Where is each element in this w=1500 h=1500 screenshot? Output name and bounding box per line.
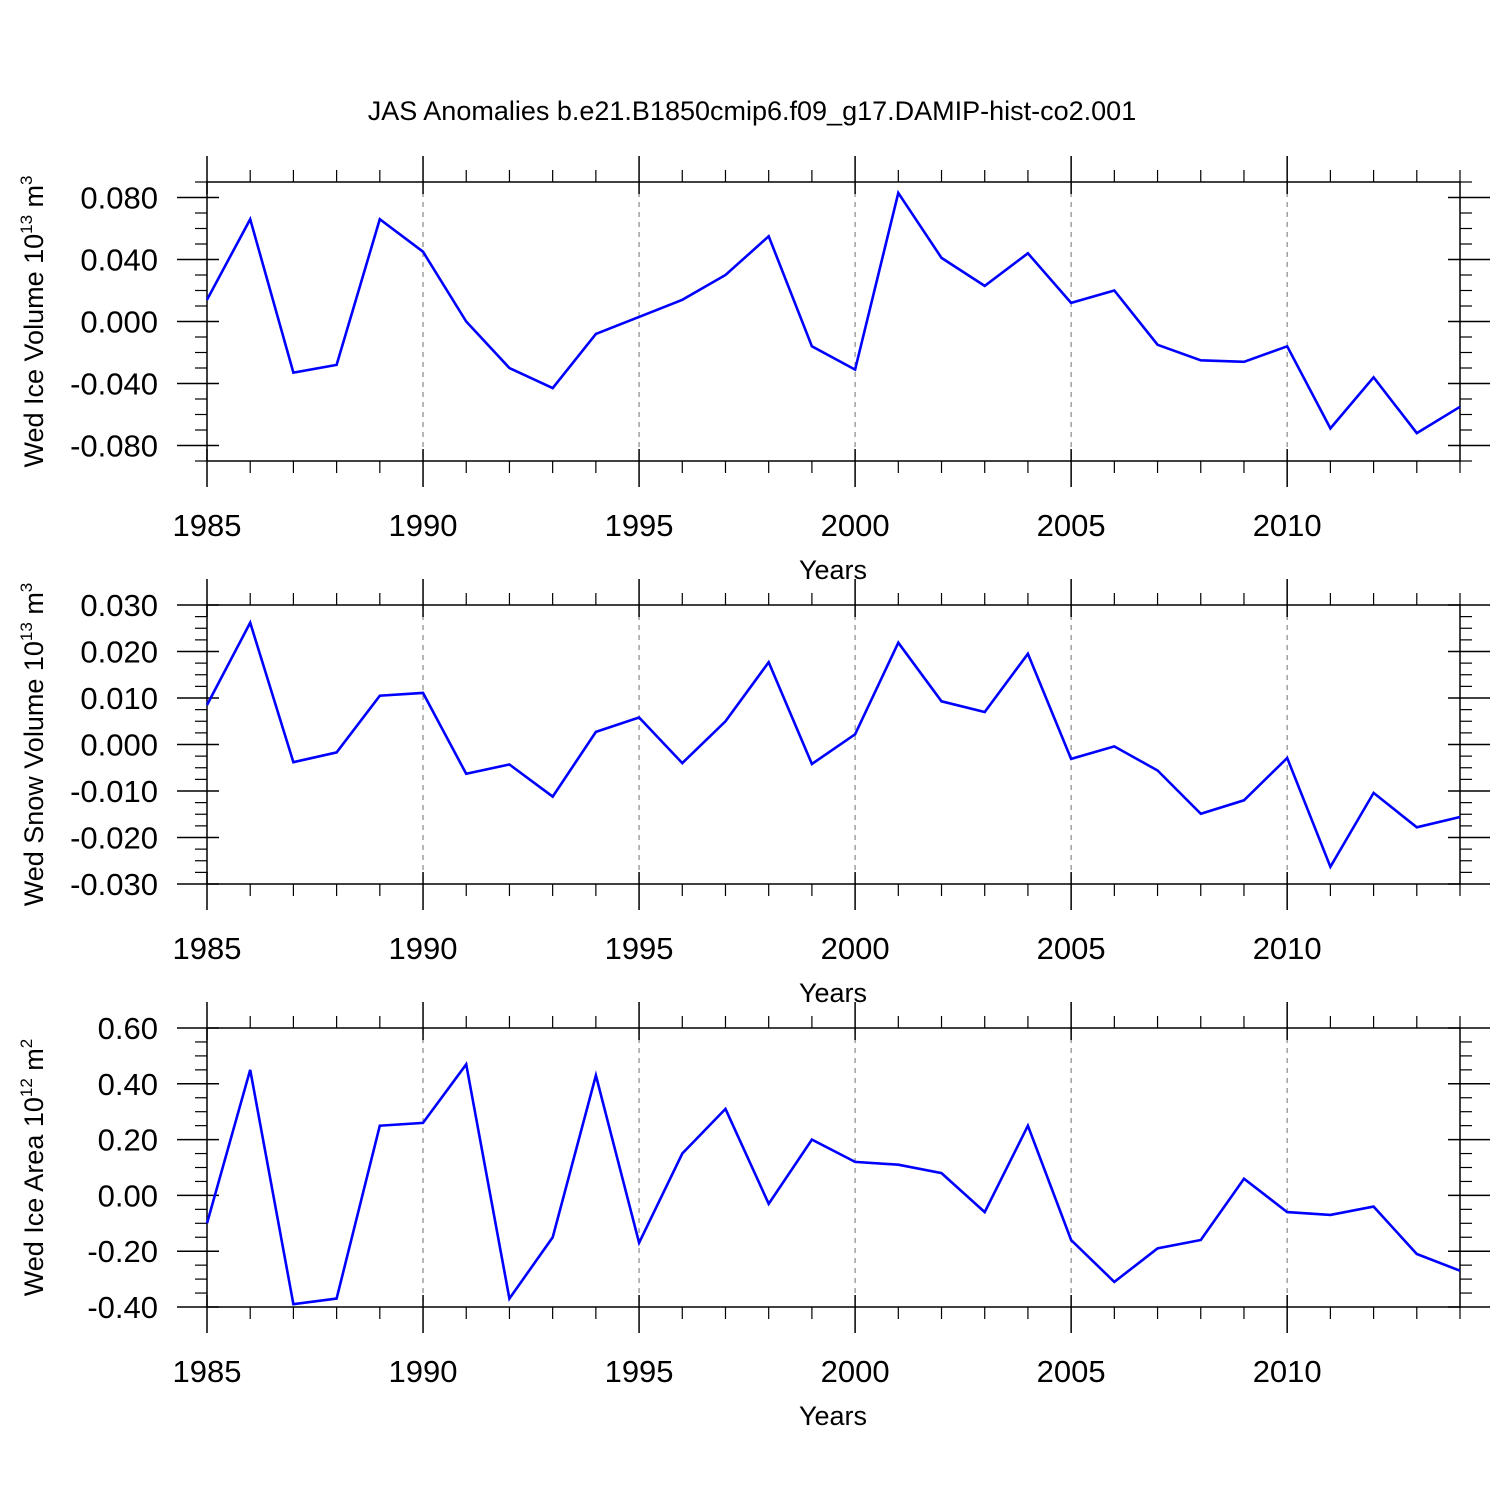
y-tick-label: -0.080 bbox=[70, 429, 158, 464]
y-tick-label: -0.20 bbox=[87, 1234, 158, 1269]
x-tick-label: 1995 bbox=[605, 508, 674, 543]
x-tick-label: 2000 bbox=[821, 931, 890, 966]
x-tick-label: 2005 bbox=[1037, 508, 1106, 543]
series-line bbox=[205, 1061, 1461, 1306]
y-axis-title-unit: m bbox=[19, 1048, 49, 1078]
y-axis-title: Wed Ice Volume 1013 m3 bbox=[17, 175, 49, 467]
y-axis-title: Wed Ice Area 1012 m2 bbox=[17, 1039, 49, 1297]
y-tick-label: -0.030 bbox=[70, 867, 158, 902]
x-tick-label: 1990 bbox=[389, 931, 458, 966]
y-axis-title-unit: m bbox=[19, 185, 49, 215]
x-tick-label: 2005 bbox=[1037, 931, 1106, 966]
y-tick-label: 0.080 bbox=[80, 181, 158, 216]
y-tick-label: 0.20 bbox=[98, 1123, 158, 1158]
x-tick-label: 1995 bbox=[605, 931, 674, 966]
y-axis-title-unit-exponent: 3 bbox=[17, 175, 36, 184]
y-tick-label: -0.40 bbox=[87, 1290, 158, 1325]
panel-1: 1985 1990 1995 2000 2005 2010 0.080 0.040 0.000 -… bbox=[17, 156, 1490, 585]
x-tick-label: 2010 bbox=[1253, 931, 1322, 966]
y-tick-label: 0.60 bbox=[98, 1011, 158, 1046]
plot-frame bbox=[206, 181, 1461, 462]
y-axis-title: Wed Snow Volume 1013 m3 bbox=[17, 583, 49, 907]
x-tick-label: 2010 bbox=[1253, 1354, 1322, 1389]
x-tick-label: 1985 bbox=[173, 931, 242, 966]
x-tick-label: 1990 bbox=[389, 1354, 458, 1389]
y-tick-label: 0.030 bbox=[80, 588, 158, 623]
panel-3: 1985 1990 1995 2000 2005 2010 0.60 0.40 0.20 0.00… bbox=[17, 1002, 1490, 1431]
x-axis-title: Years bbox=[799, 1401, 867, 1431]
x-tick-label: 1995 bbox=[605, 1354, 674, 1389]
y-tick-label: 0.00 bbox=[98, 1178, 158, 1213]
y-tick-label: 0.000 bbox=[80, 305, 158, 340]
y-tick-label: 0.40 bbox=[98, 1067, 158, 1102]
x-tick-label: 1985 bbox=[173, 1354, 242, 1389]
y-tick-label: 0.000 bbox=[80, 728, 158, 763]
y-tick-label: 0.040 bbox=[80, 243, 158, 278]
x-axis-title: Years bbox=[799, 978, 867, 1008]
x-tick-label: 1985 bbox=[173, 508, 242, 543]
x-tick-label: 1990 bbox=[389, 508, 458, 543]
y-axis-title-unit-exponent: 3 bbox=[17, 583, 36, 592]
y-tick-label: 0.010 bbox=[80, 681, 158, 716]
x-tick-label: 2000 bbox=[821, 508, 890, 543]
plot-frame bbox=[206, 604, 1461, 885]
y-axis-title-exponent: 13 bbox=[17, 622, 36, 641]
panels: 1985 1990 1995 2000 2005 2010 0.080 0.040 0.000 -… bbox=[17, 156, 1490, 1431]
y-axis-title-unit-exponent: 2 bbox=[17, 1039, 36, 1048]
panel-2: 1985 1990 1995 2000 2005 2010 0.030 0.020 0.010 0… bbox=[17, 579, 1490, 1008]
x-tick-label: 2000 bbox=[821, 1354, 890, 1389]
y-axis-title-main: Wed Ice Area 10 bbox=[19, 1097, 49, 1296]
x-axis-title: Years bbox=[799, 555, 867, 585]
x-tick-label: 2010 bbox=[1253, 508, 1322, 543]
y-tick-label: -0.040 bbox=[70, 367, 158, 402]
x-tick-label: 2005 bbox=[1037, 1354, 1106, 1389]
y-tick-label: -0.020 bbox=[70, 821, 158, 856]
y-axis-title-main: Wed Ice Volume 10 bbox=[19, 234, 49, 468]
y-tick-label: 0.020 bbox=[80, 635, 158, 670]
y-axis-title-main: Wed Snow Volume 10 bbox=[19, 641, 49, 906]
y-tick-label: -0.010 bbox=[70, 774, 158, 809]
y-axis-title-unit: m bbox=[19, 592, 49, 622]
series-line bbox=[205, 189, 1461, 435]
y-axis-title-exponent: 12 bbox=[17, 1078, 36, 1097]
series-line bbox=[205, 619, 1461, 870]
y-axis-title-exponent: 13 bbox=[17, 215, 36, 234]
plot-frame bbox=[206, 1027, 1461, 1308]
chart-title: JAS Anomalies b.e21.B1850cmip6.f09_g17.D… bbox=[368, 96, 1136, 126]
